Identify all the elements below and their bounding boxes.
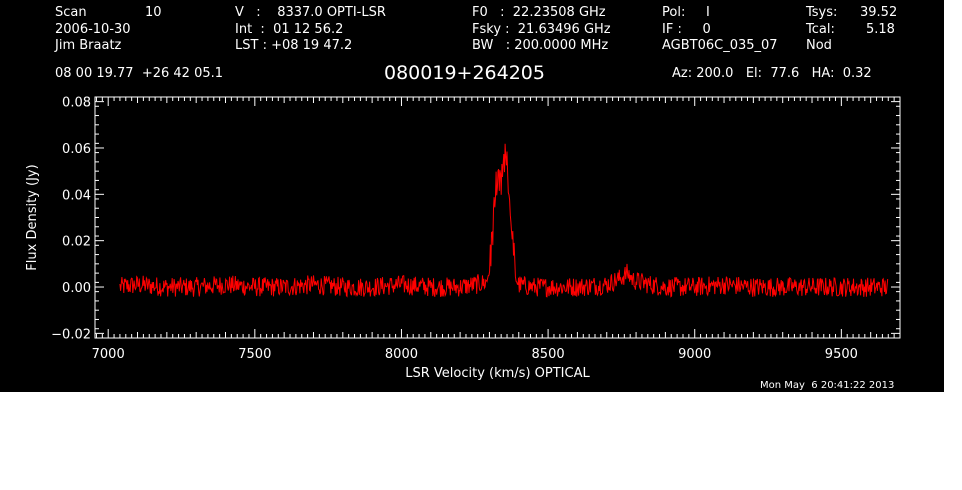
tick-labels: 7000 7500 8000 8500 9000 9500 −0.02 0.00 0.02 0.0… — [51, 96, 858, 362]
source-coordinates: 08 00 19.77 +26 42 05.1 — [55, 66, 224, 81]
axis-ticks — [95, 96, 901, 339]
polarization: Pol: I — [662, 5, 710, 20]
plot-panel: Scan 10 2006-10-30 Jim Braatz V : 8337.0… — [0, 0, 944, 392]
x-tick-label: 9500 — [825, 347, 858, 362]
if-number: IF : 0 — [662, 22, 711, 37]
y-tick-label: 0.08 — [62, 96, 91, 111]
scan-label: Scan — [55, 5, 87, 20]
bandwidth: BW : 200.0000 MHz — [472, 38, 609, 53]
lst-info: LST : +08 19 47.2 — [235, 38, 353, 53]
x-tick-label: 8000 — [385, 347, 418, 362]
spectrum-line — [119, 143, 889, 298]
tsys-value: 39.52 — [860, 5, 898, 20]
velocity-info: V : 8337.0 OPTI-LSR — [235, 5, 386, 20]
project-id: AGBT06C_035_07 — [662, 38, 778, 53]
az-el-ha: Az: 200.0 El: 77.6 HA: 0.32 — [672, 66, 872, 81]
x-tick-label: 9000 — [678, 347, 711, 362]
x-tick-label: 8500 — [532, 347, 565, 362]
y-axis-label: Flux Density (Jy) — [25, 164, 40, 270]
observation-date: 2006-10-30 — [55, 22, 131, 37]
source-name: 080019+264205 — [384, 62, 545, 84]
tcal-value: 5.18 — [866, 22, 895, 37]
x-tick-label: 7000 — [92, 347, 125, 362]
scan-number: 10 — [145, 5, 162, 20]
integration-time: Int : 01 12 56.2 — [235, 22, 344, 37]
tcal-label: Tcal: — [806, 22, 835, 37]
tsys-label: Tsys: — [806, 5, 838, 20]
procedure-name: Nod — [806, 38, 832, 53]
plot-frame — [94, 96, 901, 339]
rest-frequency: F0 : 22.23508 GHz — [472, 5, 606, 20]
y-tick-label: 0.04 — [62, 188, 91, 203]
observer-name: Jim Braatz — [55, 38, 122, 53]
y-tick-label: 0.00 — [62, 281, 91, 296]
y-tick-label: −0.02 — [51, 327, 91, 342]
x-tick-label: 7500 — [238, 347, 271, 362]
y-tick-label: 0.06 — [62, 142, 91, 157]
x-axis-label: LSR Velocity (km/s) OPTICAL — [405, 366, 590, 381]
sky-frequency: Fsky : 21.63496 GHz — [472, 22, 611, 37]
plot-timestamp: Mon May 6 20:41:22 2013 — [760, 380, 895, 391]
spectrum-plot: 7000 7500 8000 8500 9000 9500 −0.02 0.00 0.02 0.0… — [25, 96, 901, 381]
y-tick-label: 0.02 — [62, 235, 91, 250]
